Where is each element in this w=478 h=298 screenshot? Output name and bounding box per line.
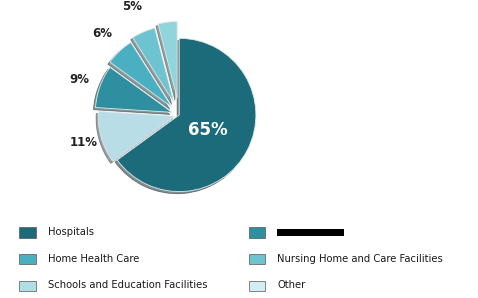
Text: Nursing Home and Care Facilities: Nursing Home and Care Facilities — [277, 254, 443, 264]
Text: Other: Other — [277, 280, 305, 291]
Text: Home Health Care: Home Health Care — [48, 254, 139, 264]
Text: 6%: 6% — [93, 27, 113, 40]
Text: 65%: 65% — [188, 121, 228, 139]
Wedge shape — [98, 111, 175, 161]
Text: 11%: 11% — [70, 136, 98, 149]
Text: Hospitals: Hospitals — [48, 227, 94, 237]
Wedge shape — [158, 21, 177, 98]
Text: 9%: 9% — [70, 73, 90, 86]
Wedge shape — [110, 42, 172, 107]
Text: 5%: 5% — [122, 0, 142, 13]
Wedge shape — [96, 67, 172, 112]
Wedge shape — [117, 38, 256, 192]
Text: Schools and Education Facilities: Schools and Education Facilities — [48, 280, 207, 291]
Wedge shape — [133, 28, 174, 102]
